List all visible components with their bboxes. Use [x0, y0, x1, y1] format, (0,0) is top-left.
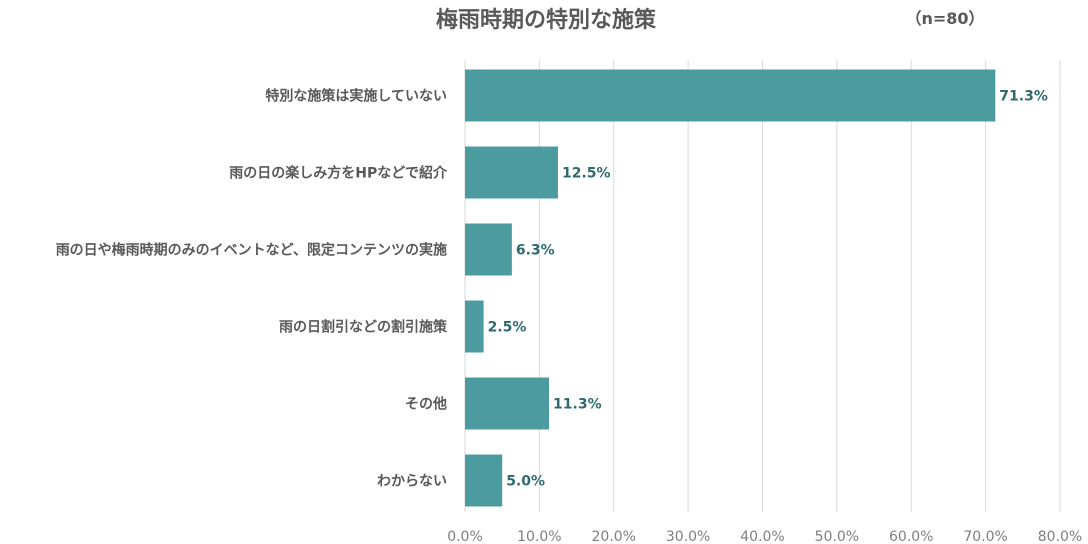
data-labels: 71.3% 12.5% 6.3% 2.5% 11.3% 5.0%: [488, 89, 1048, 490]
bar: [465, 223, 512, 276]
data-label: 6.3%: [516, 243, 555, 259]
bar: [465, 300, 484, 353]
gridlines: [464, 60, 1061, 512]
x-tick-label: 80.0%: [1038, 529, 1082, 544]
category-label: 特別な施策は実施していない: [265, 88, 447, 105]
bar: [465, 69, 996, 122]
x-tick-label: 10.0%: [517, 529, 561, 544]
x-tick-label: 20.0%: [592, 529, 636, 544]
category-labels: 特別な施策は実施していない雨の日の楽しみ方をHPなどで紹介雨の日や梅雨時期のみの…: [56, 88, 448, 490]
chart-title: 梅雨時期の特別な施策: [436, 7, 657, 33]
category-label: 雨の日の楽しみ方をHPなどで紹介: [229, 165, 448, 182]
x-tick-labels: 0.0% 10.0% 20.0% 30.0% 40.0% 50.0% 60.0% 70.0% 8…: [447, 529, 1082, 544]
data-label: 5.0%: [506, 474, 545, 490]
data-label: 2.5%: [488, 320, 527, 336]
bar: [465, 454, 503, 507]
bars: [465, 69, 996, 507]
category-label: 雨の日割引などの割引施策: [279, 319, 448, 336]
x-tick-label: 40.0%: [740, 529, 784, 544]
category-label: その他: [405, 396, 447, 413]
bar: [465, 146, 558, 199]
chart-subtitle: （n=80）: [905, 9, 984, 28]
x-tick-label: 60.0%: [889, 529, 933, 544]
bar: [465, 377, 550, 430]
category-label: 雨の日や梅雨時期のみのイベントなど、限定コンテンツの実施: [56, 242, 447, 259]
x-tick-label: 30.0%: [666, 529, 710, 544]
x-tick-label: 50.0%: [815, 529, 859, 544]
x-tick-label: 0.0%: [447, 529, 483, 544]
data-label: 12.5%: [562, 166, 611, 182]
data-label: 71.3%: [999, 89, 1048, 105]
data-label: 11.3%: [553, 397, 602, 413]
category-label: わからない: [377, 474, 447, 490]
x-tick-label: 70.0%: [963, 529, 1007, 544]
